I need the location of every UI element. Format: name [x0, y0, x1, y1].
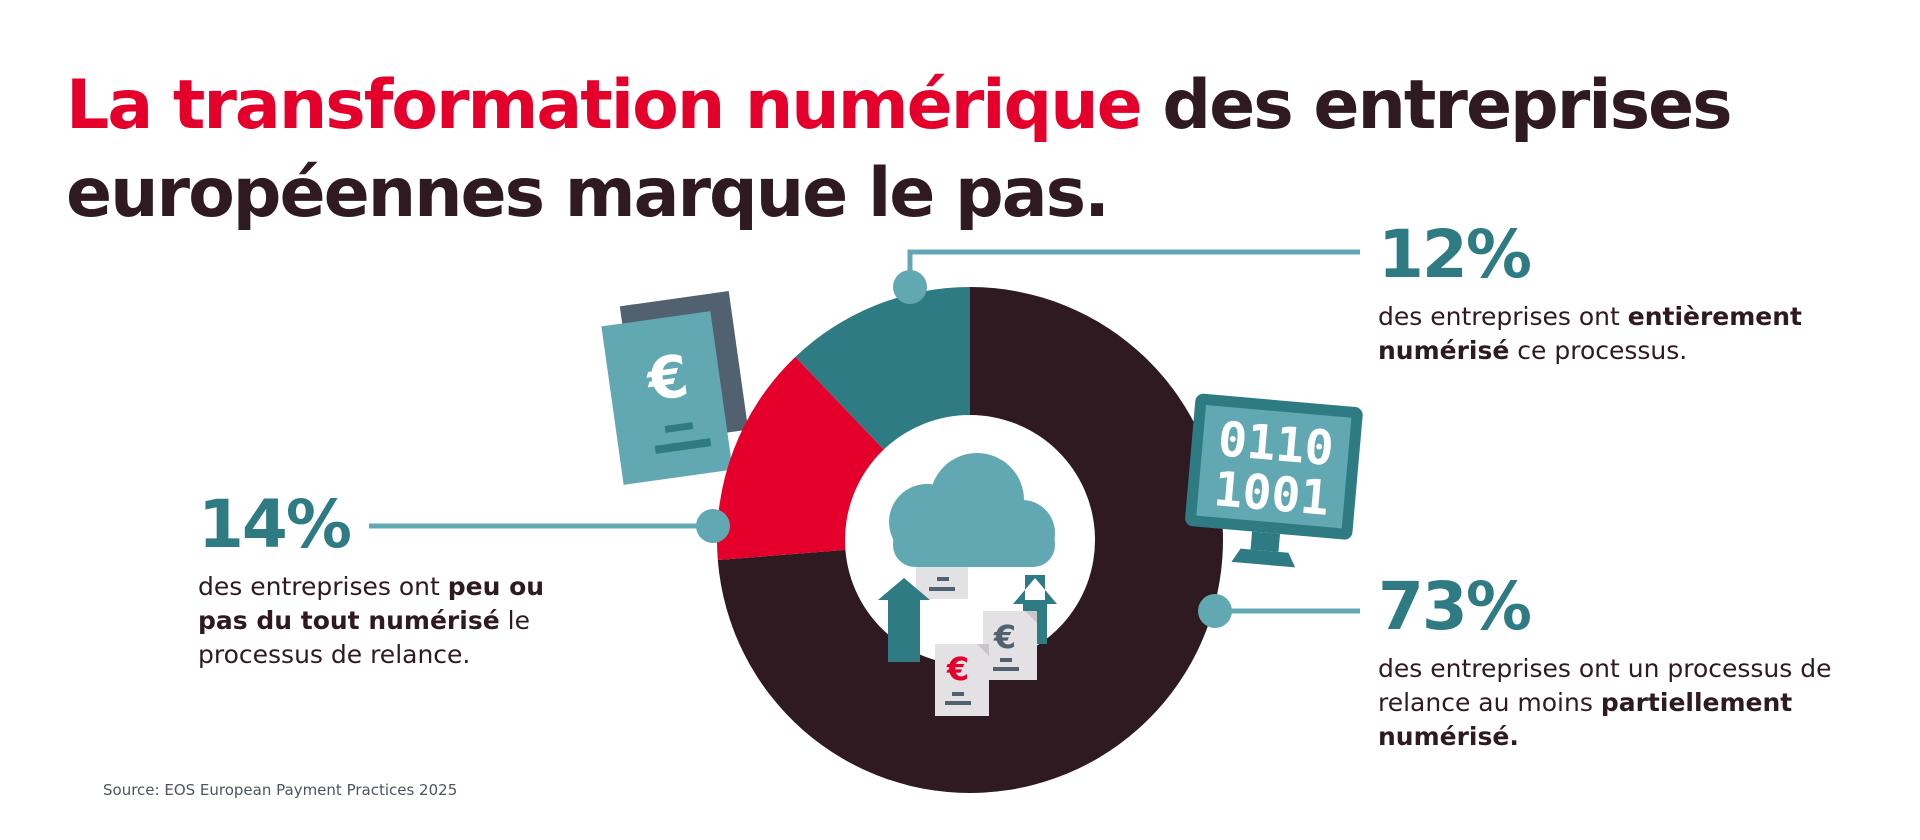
euro-document-icon: €	[601, 291, 749, 485]
callout-14-connector	[369, 509, 730, 543]
svg-text:€: €	[946, 650, 969, 688]
stat-12-text: des entreprises ont	[1378, 302, 1628, 331]
stat-12-text-end: ce processus.	[1509, 336, 1688, 365]
title-rest: des entreprises européennes marque le pa…	[66, 66, 1733, 233]
stat-14-text-end: le processus de relance.	[198, 606, 530, 669]
stat-12-emphasis: entièrement numérisé	[1378, 302, 1803, 365]
donut-slice-14	[717, 356, 884, 561]
page-title: La transformation numérique des entrepri…	[66, 62, 1766, 238]
stat-14-text: des entreprises ont	[198, 572, 448, 601]
stat-fully-digitized: 12% des entreprises ont entièrement numé…	[1378, 220, 1878, 368]
donut-slice-12	[795, 287, 970, 450]
title-accent: La transformation numérique	[66, 66, 1143, 145]
stat-12-description: des entreprises ont entièrement numérisé…	[1378, 300, 1878, 368]
stat-14-percent: 14%	[198, 486, 352, 563]
binary-monitor-icon: 0110 1001	[1185, 393, 1363, 568]
source-note: Source: EOS European Payment Practices 2…	[103, 781, 458, 799]
stat-73-description: des entreprises ont un processus de rela…	[1378, 652, 1878, 754]
callout-73-connector	[1198, 594, 1360, 628]
stat-not-digitized: 14% des entreprises ont peu ou pas du to…	[198, 490, 598, 672]
stat-12-percent: 12%	[1378, 216, 1532, 293]
stat-73-text: des entreprises ont un processus de rela…	[1378, 654, 1832, 717]
donut-slice-73	[717, 287, 1223, 793]
cloud-upload-icon: € €	[878, 453, 1057, 716]
stat-partially-digitized: 73% des entreprises ont un processus de …	[1378, 572, 1878, 754]
donut-segments	[717, 287, 1223, 793]
stat-14-description: des entreprises ont peu ou pas du tout n…	[198, 570, 598, 672]
callout-12-connector	[893, 249, 1360, 304]
svg-text:€: €	[993, 618, 1016, 656]
svg-text:0110: 0110	[1216, 411, 1336, 477]
stat-73-emphasis: partiellement numérisé.	[1378, 688, 1793, 751]
svg-text:1001: 1001	[1211, 461, 1331, 527]
stat-73-percent: 73%	[1378, 568, 1532, 645]
stat-14-emphasis: peu ou pas du tout numérisé	[198, 572, 545, 635]
